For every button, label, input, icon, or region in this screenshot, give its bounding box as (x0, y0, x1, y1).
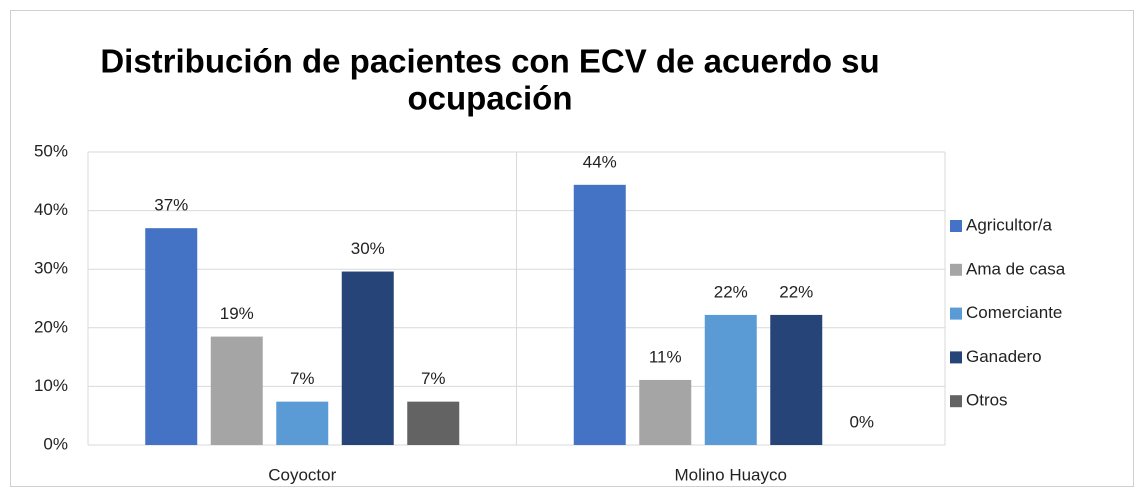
legend-label: Otros (966, 391, 1008, 410)
data-label: 44% (583, 152, 617, 171)
y-tick-label: 40% (34, 200, 68, 219)
data-label: 11% (649, 347, 682, 366)
x-tick-label: Molino Huayco (675, 465, 787, 484)
data-label: 30% (351, 239, 385, 258)
legend-swatch (950, 395, 962, 408)
data-label: 7% (421, 369, 446, 388)
y-tick-label: 50% (34, 141, 68, 160)
legend-swatch (950, 307, 962, 320)
chart-title: Distribución de pacientes con ECV de acu… (100, 43, 879, 80)
legend-label: Comerciante (966, 303, 1062, 322)
legend-label: Ganadero (966, 347, 1042, 366)
legend-swatch (950, 220, 962, 232)
y-tick-label: 10% (34, 376, 68, 395)
bar (145, 228, 198, 445)
legend-label: Agricultor/a (966, 215, 1053, 234)
legend-swatch (950, 263, 962, 276)
legend-swatch (950, 351, 962, 364)
data-label: 19% (220, 304, 254, 323)
bar (573, 184, 626, 446)
y-tick-label: 30% (34, 259, 68, 278)
data-label: 0% (849, 412, 874, 431)
legend-label: Ama de casa (966, 259, 1066, 278)
y-tick-label: 0% (43, 434, 68, 453)
y-tick-label: 20% (34, 317, 68, 336)
bar (704, 314, 757, 445)
data-label: 22% (714, 282, 748, 301)
chart-border (10, 10, 1134, 487)
data-label: 22% (779, 282, 813, 301)
bar (407, 401, 460, 445)
data-label: 7% (290, 369, 315, 388)
x-tick-label: Coyoctor (268, 465, 336, 484)
data-label: 37% (154, 196, 188, 215)
bar (770, 314, 823, 445)
bar (210, 336, 263, 445)
chart-title: ocupación (407, 80, 572, 117)
bar (276, 401, 329, 445)
bar (341, 271, 394, 445)
bar (639, 379, 692, 445)
